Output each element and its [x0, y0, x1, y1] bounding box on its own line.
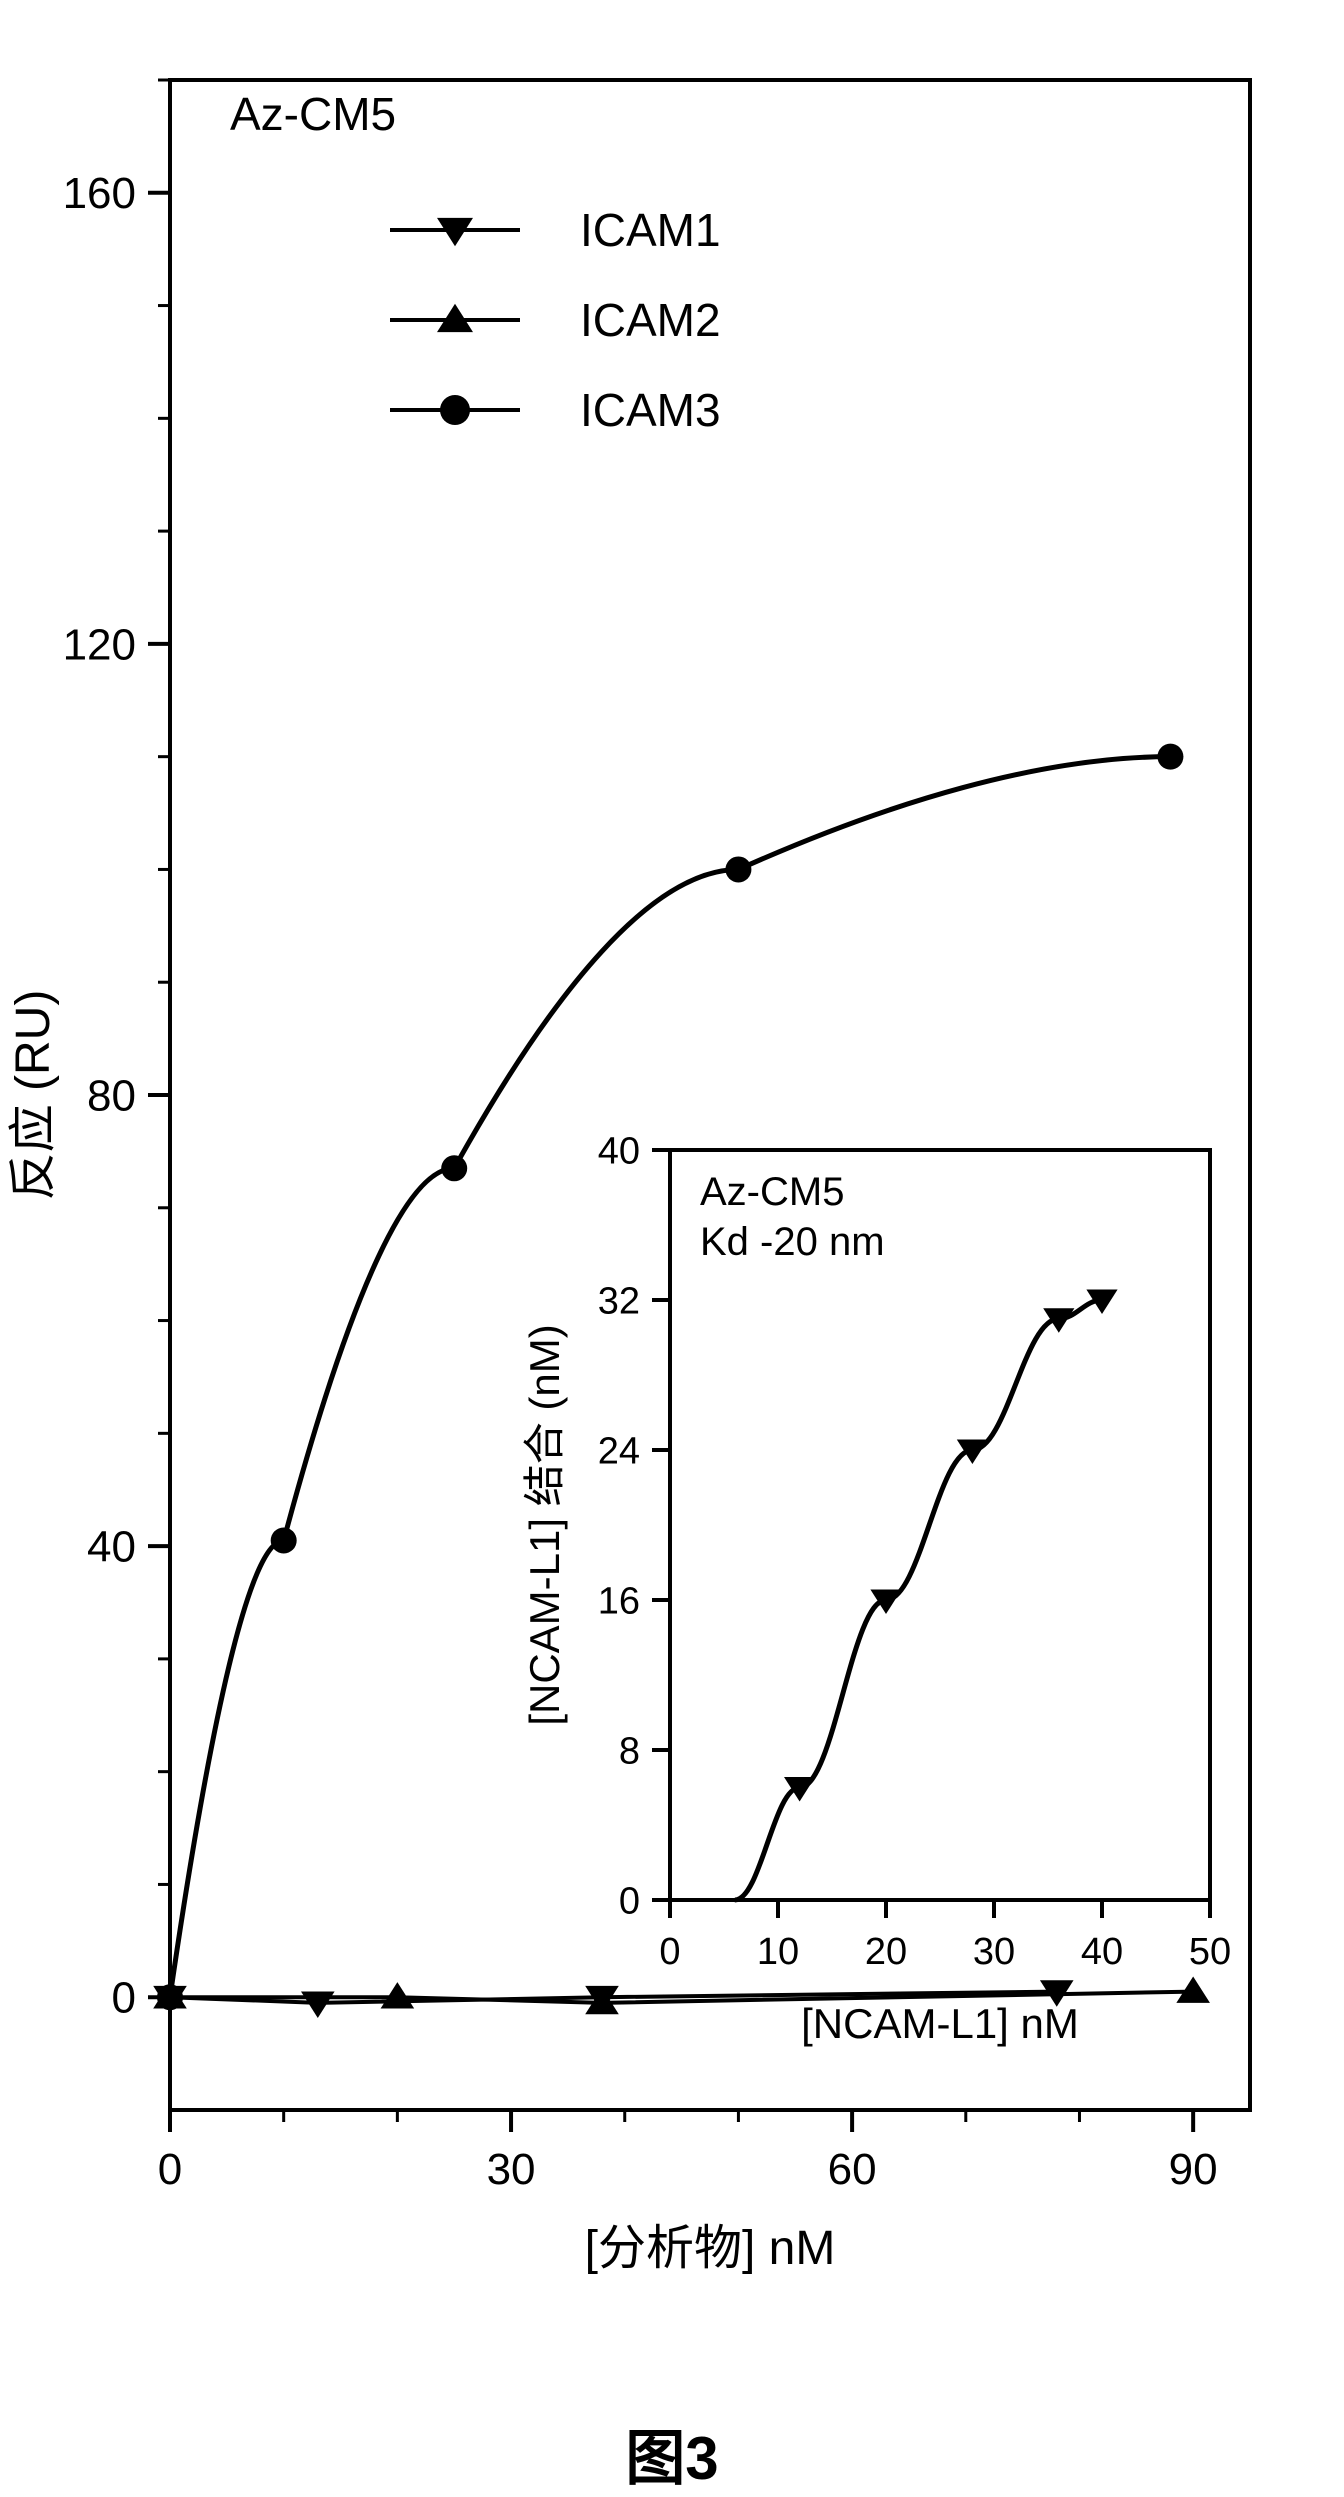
svg-text:[NCAM-L1] 结合 (nM): [NCAM-L1] 结合 (nM)	[521, 1324, 568, 1725]
svg-text:80: 80	[87, 1071, 136, 1120]
svg-text:ICAM3: ICAM3	[580, 384, 721, 436]
svg-text:40: 40	[87, 1523, 136, 1572]
svg-text:90: 90	[1169, 2145, 1218, 2194]
svg-text:50: 50	[1189, 1931, 1231, 1973]
svg-text:40: 40	[1081, 1931, 1123, 1973]
svg-text:40: 40	[598, 1130, 640, 1172]
svg-text:60: 60	[828, 2145, 877, 2194]
svg-text:[分析物] nM: [分析物] nM	[585, 2222, 836, 2275]
svg-text:30: 30	[973, 1931, 1015, 1973]
svg-text:10: 10	[757, 1931, 799, 1973]
figure-svg: 030609004080120160[分析物] nM反应 (RU)Az-CM5I…	[0, 0, 1344, 2488]
svg-text:160: 160	[63, 169, 136, 218]
svg-text:0: 0	[158, 2145, 182, 2194]
svg-text:8: 8	[619, 1730, 640, 1772]
svg-text:20: 20	[865, 1931, 907, 1973]
svg-text:30: 30	[487, 2145, 536, 2194]
svg-text:24: 24	[598, 1430, 640, 1472]
svg-text:[NCAM-L1] nM: [NCAM-L1] nM	[801, 2000, 1079, 2047]
svg-text:ICAM1: ICAM1	[580, 204, 721, 256]
svg-text:120: 120	[63, 620, 136, 669]
svg-text:Kd -20 nm: Kd -20 nm	[700, 1220, 885, 1264]
svg-text:0: 0	[112, 1974, 136, 2023]
svg-text:ICAM2: ICAM2	[580, 294, 721, 346]
svg-text:0: 0	[619, 1880, 640, 1922]
figure-caption: 图3	[0, 2410, 1344, 2497]
svg-text:Az-CM5: Az-CM5	[700, 1170, 844, 1214]
svg-text:0: 0	[659, 1931, 680, 1973]
svg-text:Az-CM5: Az-CM5	[230, 88, 396, 140]
svg-text:16: 16	[598, 1580, 640, 1622]
figure-container: 030609004080120160[分析物] nM反应 (RU)Az-CM5I…	[0, 0, 1344, 2488]
svg-text:反应 (RU): 反应 (RU)	[7, 990, 60, 1201]
svg-text:32: 32	[598, 1280, 640, 1322]
